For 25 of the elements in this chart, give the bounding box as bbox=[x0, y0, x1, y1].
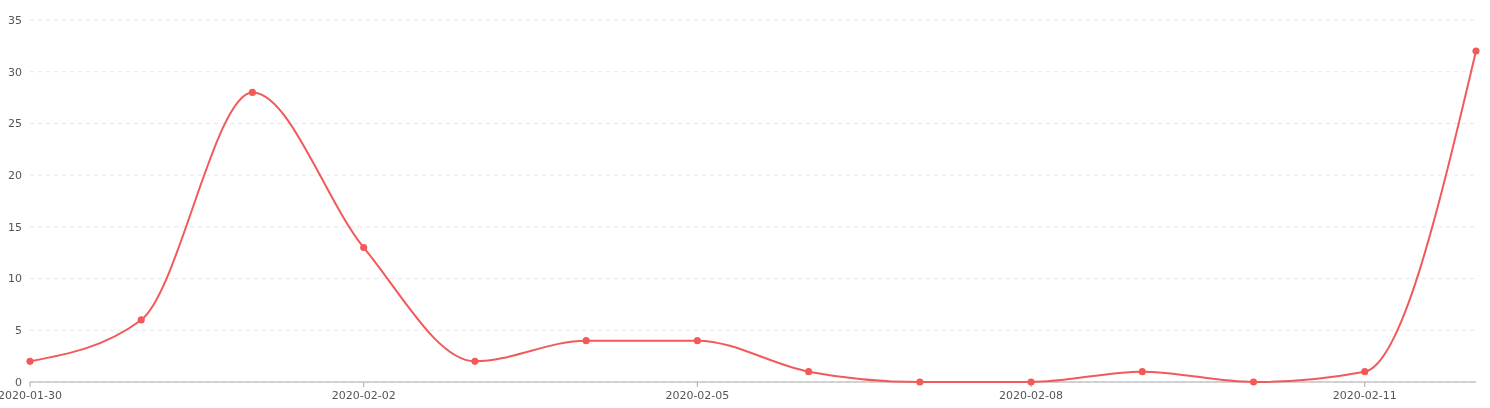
point bbox=[916, 378, 924, 386]
x-tick-label: 2020-02-11 bbox=[1332, 389, 1397, 402]
point bbox=[26, 357, 34, 365]
y-tick-label: 10 bbox=[8, 272, 22, 286]
x-tick-label: 2020-02-02 bbox=[331, 389, 396, 402]
y-tick-label: 30 bbox=[8, 65, 22, 79]
y-tick-label: 25 bbox=[8, 117, 22, 131]
point bbox=[1138, 368, 1146, 376]
x-tick-label: 2020-02-05 bbox=[665, 389, 730, 402]
point bbox=[248, 88, 257, 96]
y-tick-label: 35 bbox=[8, 13, 22, 27]
point bbox=[137, 316, 145, 324]
point bbox=[1361, 368, 1369, 376]
point bbox=[1249, 378, 1258, 386]
y-tick-label: 15 bbox=[8, 220, 22, 234]
x-tick-label: 2020-02-08 bbox=[999, 389, 1064, 402]
point bbox=[471, 357, 479, 365]
point bbox=[1472, 47, 1480, 55]
point bbox=[693, 337, 701, 345]
y-tick-label: 0 bbox=[15, 375, 22, 389]
point bbox=[582, 337, 590, 345]
point bbox=[805, 368, 813, 376]
point bbox=[360, 243, 368, 252]
y-tick-label: 20 bbox=[8, 168, 22, 182]
y-tick-label: 5 bbox=[15, 324, 22, 338]
